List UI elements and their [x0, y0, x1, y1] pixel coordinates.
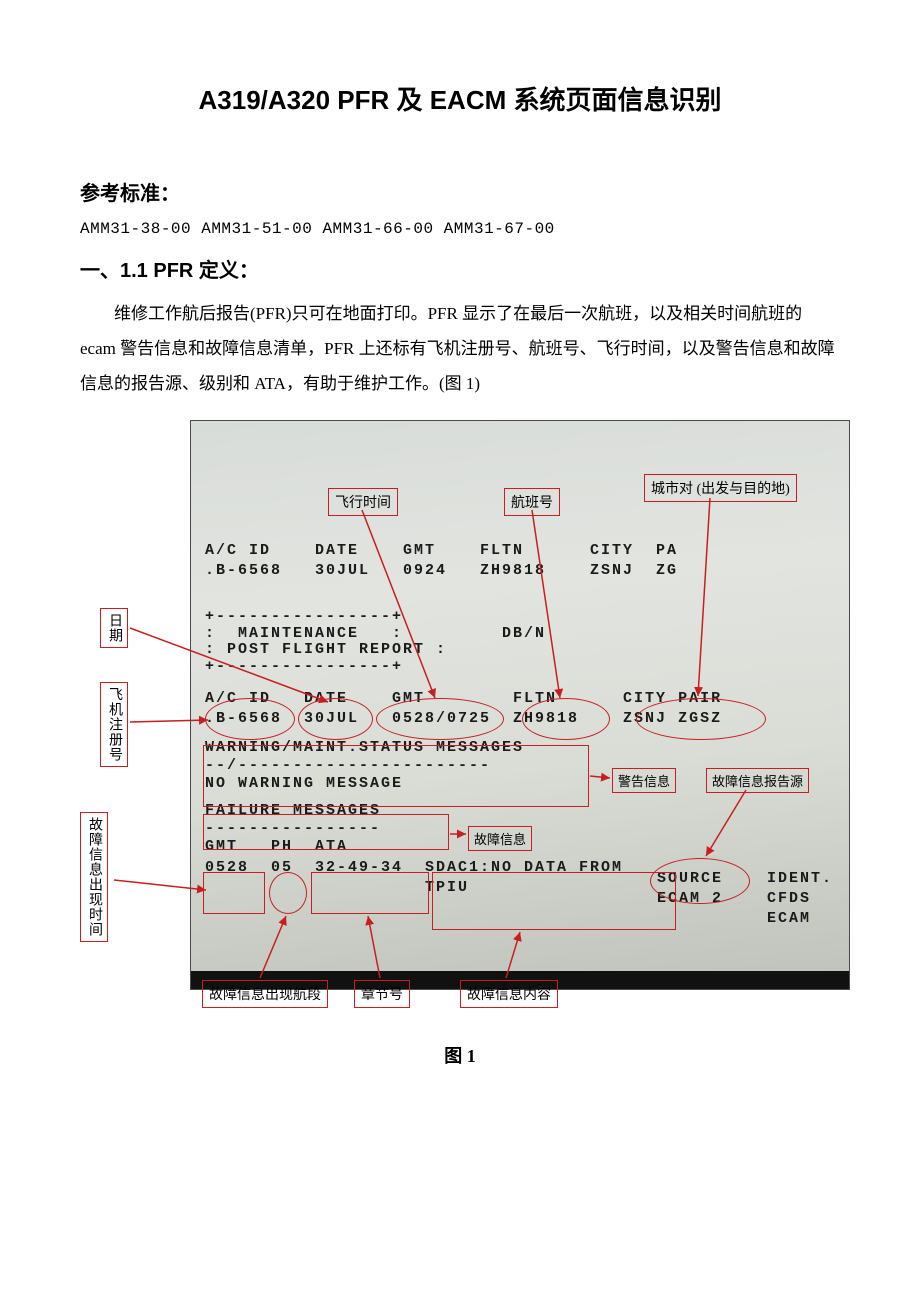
print-dash-bottom: +----------------+ [205, 659, 835, 676]
oval-citypair [636, 698, 766, 740]
print-source-value-2: ECAM [657, 909, 833, 929]
print-maintenance-1: : MAINTENANCE : DB/N [205, 626, 835, 643]
callout-ac-reg: 飞机注册号 [100, 682, 128, 767]
ref-heading: 参考标准： [80, 177, 840, 206]
callout-fail-phase: 故障信息出现航段 [202, 980, 328, 1008]
rect-ata [311, 872, 429, 914]
figure-1-container: A/C ID DATE GMT FLTN CITY PA .B-6568 30J… [50, 410, 840, 1030]
oval-acid [205, 698, 295, 740]
callout-flight-time: 飞行时间 [328, 488, 398, 516]
print-dash-top: +----------------+ [205, 609, 835, 626]
page-title: A319/A320 PFR 及 EACM 系统页面信息识别 [80, 80, 840, 117]
rect-failtext [432, 872, 676, 930]
label-fail-msg: 故障信息 [468, 826, 532, 851]
figure-1-caption: 图 1 [80, 1042, 840, 1068]
callout-flight-no: 航班号 [504, 488, 560, 516]
callout-city-pair: 城市对 (出发与目的地) [644, 474, 797, 502]
callout-ata: 章节号 [354, 980, 410, 1008]
print-header-labels: A/C ID DATE GMT FLTN CITY PA [205, 541, 835, 561]
oval-ph [269, 872, 307, 914]
section-1-heading: 一、1.1 PFR 定义： [80, 254, 840, 283]
reference-codes: AMM31-38-00 AMM31-51-00 AMM31-66-00 AMM3… [80, 220, 840, 238]
callout-date: 日期 [100, 608, 128, 648]
oval-date [298, 698, 373, 740]
print-maintenance-2: : POST FLIGHT REPORT : [205, 642, 835, 659]
oval-gmt [376, 698, 504, 740]
rect-failure-header [203, 814, 449, 850]
callout-fail-time: 故障信息出现时间 [80, 812, 108, 942]
label-warn-msg: 警告信息 [612, 768, 676, 793]
print-header-values: .B-6568 30JUL 0924 ZH9818 ZSNJ ZG [205, 561, 835, 581]
rect-warning-block [203, 745, 589, 807]
rect-gmt [203, 872, 265, 914]
label-fail-src: 故障信息报告源 [706, 768, 809, 793]
callout-fail-content: 故障信息内容 [460, 980, 558, 1008]
paragraph-1: 维修工作航后报告(PFR)只可在地面打印。PFR 显示了在最后一次航班，以及相关… [80, 297, 840, 402]
oval-fltn [522, 698, 610, 740]
